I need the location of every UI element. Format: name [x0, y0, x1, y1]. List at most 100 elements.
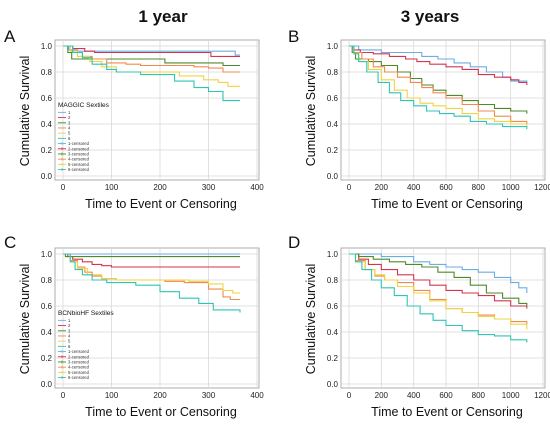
y-axis-label: Cumulative Survival	[18, 264, 32, 374]
y-tick-label: 0.0	[41, 172, 53, 181]
y-tick-label: 0.6	[41, 94, 53, 103]
legend-entry: 1	[68, 318, 71, 323]
y-tick-label: 0.6	[41, 302, 53, 311]
x-tick-label: 400	[250, 391, 264, 400]
series-line-4	[349, 45, 528, 124]
panel-label: D	[288, 233, 300, 252]
x-tick-label: 100	[105, 183, 119, 192]
plot-frame	[54, 39, 260, 181]
legend-entry: 3-censored	[68, 151, 90, 156]
x-axis-label: Time to Event or Censoring	[371, 405, 523, 419]
series-line-2	[349, 253, 528, 309]
series-line-3	[349, 253, 528, 306]
legend-entry: 5	[68, 339, 71, 344]
y-tick-label: 1.0	[327, 42, 339, 51]
y-tick-label: 0.6	[327, 94, 339, 103]
panel-label: A	[4, 27, 16, 46]
panel-B: B 0.0 0.2 0.4 0.6 0.8 1.0 0 200 400 600 800 1000 1200…	[288, 27, 550, 211]
x-tick-label: 200	[153, 391, 167, 400]
plot-frame	[54, 247, 260, 389]
y-tick-label: 0.8	[41, 68, 53, 77]
series-line-4	[63, 253, 240, 301]
legend-entry: 2-censored	[68, 146, 90, 151]
panel-C: C 0.0 0.2 0.4 0.6 0.8 1.0 0 100 200 300 400 Cumulati…	[4, 233, 264, 419]
y-tick-label: 0.0	[327, 172, 339, 181]
legend-entry: 2	[68, 115, 71, 120]
x-tick-label: 600	[439, 391, 453, 400]
y-tick-label: 0.4	[327, 328, 339, 337]
legend-entry: 6-censored	[68, 167, 90, 172]
column-title-1-year: 1 year	[138, 7, 188, 26]
legend-entry: 5-censored	[68, 370, 90, 375]
x-tick-label: 1200	[534, 183, 550, 192]
y-tick-label: 0.8	[41, 276, 53, 285]
y-tick-label: 0.8	[327, 276, 339, 285]
legend-entry: 4-censored	[68, 157, 90, 162]
series-line-2	[349, 45, 528, 85]
y-tick-label: 1.0	[327, 250, 339, 259]
legend-entry: 4	[68, 333, 71, 338]
x-tick-label: 800	[472, 391, 486, 400]
panels: A 0.0 0.2 0.4 0.6 0.8 1.0 0 100 200 300 400 Cumulati…	[4, 27, 550, 419]
y-tick-label: 0.0	[327, 380, 339, 389]
y-tick-label: 0.4	[41, 328, 53, 337]
y-tick-label: 0.2	[327, 354, 339, 363]
plot-frame	[340, 247, 546, 389]
x-tick-label: 100	[105, 391, 119, 400]
x-tick-label: 400	[407, 183, 421, 192]
x-tick-label: 400	[250, 183, 264, 192]
series-line-1	[63, 45, 240, 56]
legend-entry: 1	[68, 110, 71, 115]
legend-entry: 2	[68, 323, 71, 328]
y-tick-label: 0.2	[41, 354, 53, 363]
legend-entry: 3-censored	[68, 359, 90, 364]
legend-title: MAGGIC Sextiles	[58, 102, 110, 109]
legend-entry: 3	[68, 120, 71, 125]
legend-entry: 1-censored	[68, 349, 90, 354]
x-axis-label: Time to Event or Censoring	[85, 405, 237, 419]
y-tick-label: 0.4	[327, 120, 339, 129]
plot-frame	[340, 39, 546, 181]
series-line-6	[63, 45, 240, 102]
x-tick-label: 1200	[534, 391, 550, 400]
legend-entry: 6	[68, 136, 71, 141]
series-line-5	[63, 253, 240, 294]
legend-title: BCNbioHF Sextiles	[58, 310, 114, 317]
y-axis-label: Cumulative Survival	[304, 56, 318, 166]
column-title-3-years: 3 years	[401, 7, 460, 26]
panel-label: B	[288, 27, 299, 46]
x-tick-label: 800	[472, 183, 486, 192]
x-tick-label: 200	[153, 183, 167, 192]
x-axis-label: Time to Event or Censoring	[371, 197, 523, 211]
x-tick-label: 300	[202, 391, 216, 400]
legend-entry: 1-censored	[68, 141, 90, 146]
x-tick-label: 200	[375, 183, 389, 192]
panel-A: A 0.0 0.2 0.4 0.6 0.8 1.0 0 100 200 300 400 Cumulati…	[4, 27, 264, 211]
series-line-2	[63, 253, 240, 268]
legend-entry: 4	[68, 125, 71, 130]
x-axis-label: Time to Event or Censoring	[85, 197, 237, 211]
y-tick-label: 0.2	[327, 146, 339, 155]
series-line-6	[63, 253, 241, 313]
series-line-6	[349, 45, 528, 130]
legend-entry: 3	[68, 328, 71, 333]
y-tick-label: 1.0	[41, 42, 53, 51]
x-tick-label: 0	[347, 391, 352, 400]
series-line-3	[63, 45, 240, 67]
y-tick-label: 1.0	[41, 250, 53, 259]
legend-entry: 6-censored	[68, 375, 90, 380]
panel-D: D 0.0 0.2 0.4 0.6 0.8 1.0 0 200 400 600 800 1000 1200…	[288, 233, 550, 419]
x-tick-label: 200	[375, 391, 389, 400]
legend-entry: 2-censored	[68, 354, 90, 359]
y-tick-label: 0.8	[327, 68, 339, 77]
series-line-6	[349, 253, 528, 343]
series-line-5	[349, 253, 528, 330]
series-line-1	[349, 253, 528, 293]
y-tick-label: 0.0	[41, 380, 53, 389]
x-tick-label: 600	[439, 183, 453, 192]
x-tick-label: 0	[61, 183, 66, 192]
x-tick-label: 300	[202, 183, 216, 192]
x-tick-label: 400	[407, 391, 421, 400]
y-tick-label: 0.2	[41, 146, 53, 155]
